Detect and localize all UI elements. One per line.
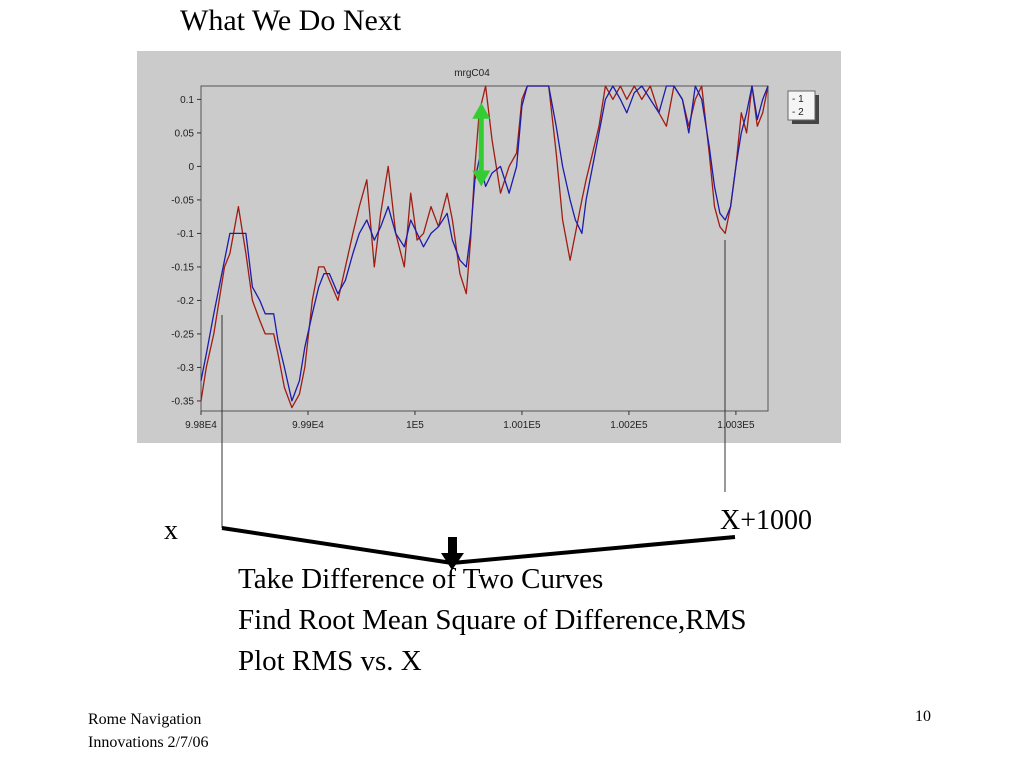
annotation-layer	[472, 102, 491, 187]
down-arrow-shaft	[448, 537, 457, 555]
left-connector	[221, 526, 453, 565]
plot-frame	[200, 85, 769, 412]
series-line-1	[200, 85, 769, 402]
y-tick-label: -0.05	[171, 195, 194, 206]
label-x: x	[164, 515, 178, 546]
footer-line-2: Innovations 2/7/06	[88, 734, 209, 751]
step-3: Plot RMS vs. X	[238, 645, 422, 677]
x-tick-label: 1.002E5	[610, 420, 648, 431]
line-chart: mrgC04 0.1 0.05 0 -0.05 -0.1 -0.15 -0.2 -0.25 -0…	[137, 51, 841, 443]
legend-entry-1: - 1	[792, 94, 804, 105]
slide-title: What We Do Next	[180, 4, 402, 37]
steps-list: Take Difference of Two Curves Find Root …	[238, 559, 747, 682]
x-tick-label: 9.99E4	[292, 420, 324, 431]
footer-left: Rome Navigation Innovations 2/7/06	[88, 708, 208, 754]
y-tick-label: 0	[188, 162, 194, 173]
footer-line-1: Rome Navigation	[88, 711, 202, 728]
y-tick-label: -0.35	[171, 396, 194, 407]
y-tick-label: -0.2	[177, 296, 195, 307]
y-tick-label: -0.15	[171, 262, 194, 273]
x-tick-label: 9.98E4	[185, 420, 217, 431]
x-tick-label: 1.001E5	[503, 420, 541, 431]
page-number: 10	[915, 708, 931, 725]
double-arrow-up-icon	[472, 102, 491, 119]
x-axis: 9.98E4 9.99E4 1E5 1.001E5 1.002E5 1.003E5	[185, 411, 755, 431]
y-tick-label: 0.05	[175, 128, 195, 139]
y-axis: 0.1 0.05 0 -0.05 -0.1 -0.15 -0.2 -0.25 -0.3 -0.35	[171, 95, 201, 407]
chart-title: mrgC04	[454, 68, 490, 79]
x-tick-label: 1.003E5	[717, 420, 755, 431]
step-1: Take Difference of Two Curves	[238, 563, 604, 595]
series-layer	[200, 85, 769, 409]
y-tick-label: -0.3	[177, 363, 195, 374]
x-tick-label: 1E5	[406, 420, 424, 431]
series-line-2	[200, 85, 769, 409]
y-tick-label: -0.25	[171, 329, 194, 340]
y-tick-label: -0.1	[177, 229, 195, 240]
step-2: Find Root Mean Square of Difference,RMS	[238, 604, 747, 636]
y-tick-label: 0.1	[180, 95, 194, 106]
label-x-plus-1000: X+1000	[720, 505, 813, 536]
legend: - 1 - 2	[787, 90, 819, 124]
chart-panel: mrgC04 0.1 0.05 0 -0.05 -0.1 -0.15 -0.2 -0.25 -0…	[137, 51, 841, 443]
legend-box	[787, 90, 816, 121]
double-arrow-down-icon	[472, 170, 491, 187]
legend-entry-2: - 2	[792, 107, 804, 118]
